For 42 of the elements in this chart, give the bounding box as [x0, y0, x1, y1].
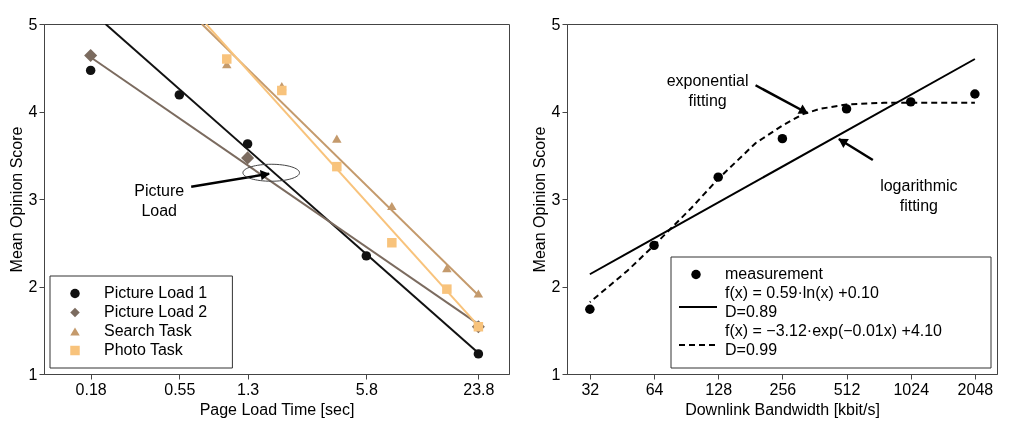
point — [970, 89, 980, 99]
x-tick-label: 64 — [645, 380, 664, 398]
x-tick-label: 1.3 — [236, 380, 260, 398]
x-tick-label: 32 — [581, 380, 600, 398]
y-tick-label: 5 — [551, 15, 561, 33]
y-tick-label: 3 — [551, 190, 561, 208]
x-tick-label: 5.8 — [355, 380, 379, 398]
legend-label: Picture Load 2 — [104, 303, 208, 320]
x-tick-label: 0.18 — [75, 380, 107, 398]
point — [841, 104, 852, 114]
y-tick-label: 1 — [551, 365, 561, 383]
y-tick-label: 4 — [28, 103, 38, 120]
y-tick-label: 2 — [28, 278, 38, 295]
x-tick-label: 128 — [705, 380, 733, 398]
x-axis-title: Page Load Time [sec] — [199, 400, 355, 418]
point — [649, 240, 659, 251]
x-tick-label: 256 — [769, 380, 797, 398]
legend-label: measurement — [725, 265, 824, 282]
point — [905, 97, 916, 107]
y-tick-label: 5 — [28, 15, 38, 33]
y-axis-title: Mean Opinion Score — [530, 126, 548, 273]
annotation: logarithmic fitting — [880, 177, 958, 214]
x-tick-label: 0.55 — [164, 380, 196, 398]
x-tick-label: 2048 — [957, 380, 994, 398]
y-tick-label: 2 — [551, 278, 561, 295]
point — [777, 133, 788, 144]
x-tick-label: 512 — [833, 380, 861, 398]
y-axis-title: Mean Opinion Score — [7, 126, 25, 273]
y-tick-label: 1 — [28, 365, 38, 383]
x-tick-label: 23.8 — [463, 380, 495, 398]
y-tick-label: 3 — [28, 190, 38, 208]
legend-label: Search Task — [104, 322, 193, 339]
legend-label: Picture Load 1 — [104, 284, 208, 301]
legend-label: Photo Task — [104, 341, 184, 358]
annotation: exponential fitting — [666, 72, 749, 110]
x-tick-label: 1024 — [893, 380, 930, 398]
x-axis-title: Downlink Bandwidth [kbit/s] — [685, 400, 880, 418]
y-tick-label: 4 — [551, 103, 561, 120]
legend-label: f(x) = −3.12·exp(−0.01x) +4.10 D=0.99 — [725, 322, 943, 358]
annotation: Picture Load — [134, 181, 185, 219]
point — [585, 304, 595, 314]
point — [713, 172, 723, 182]
